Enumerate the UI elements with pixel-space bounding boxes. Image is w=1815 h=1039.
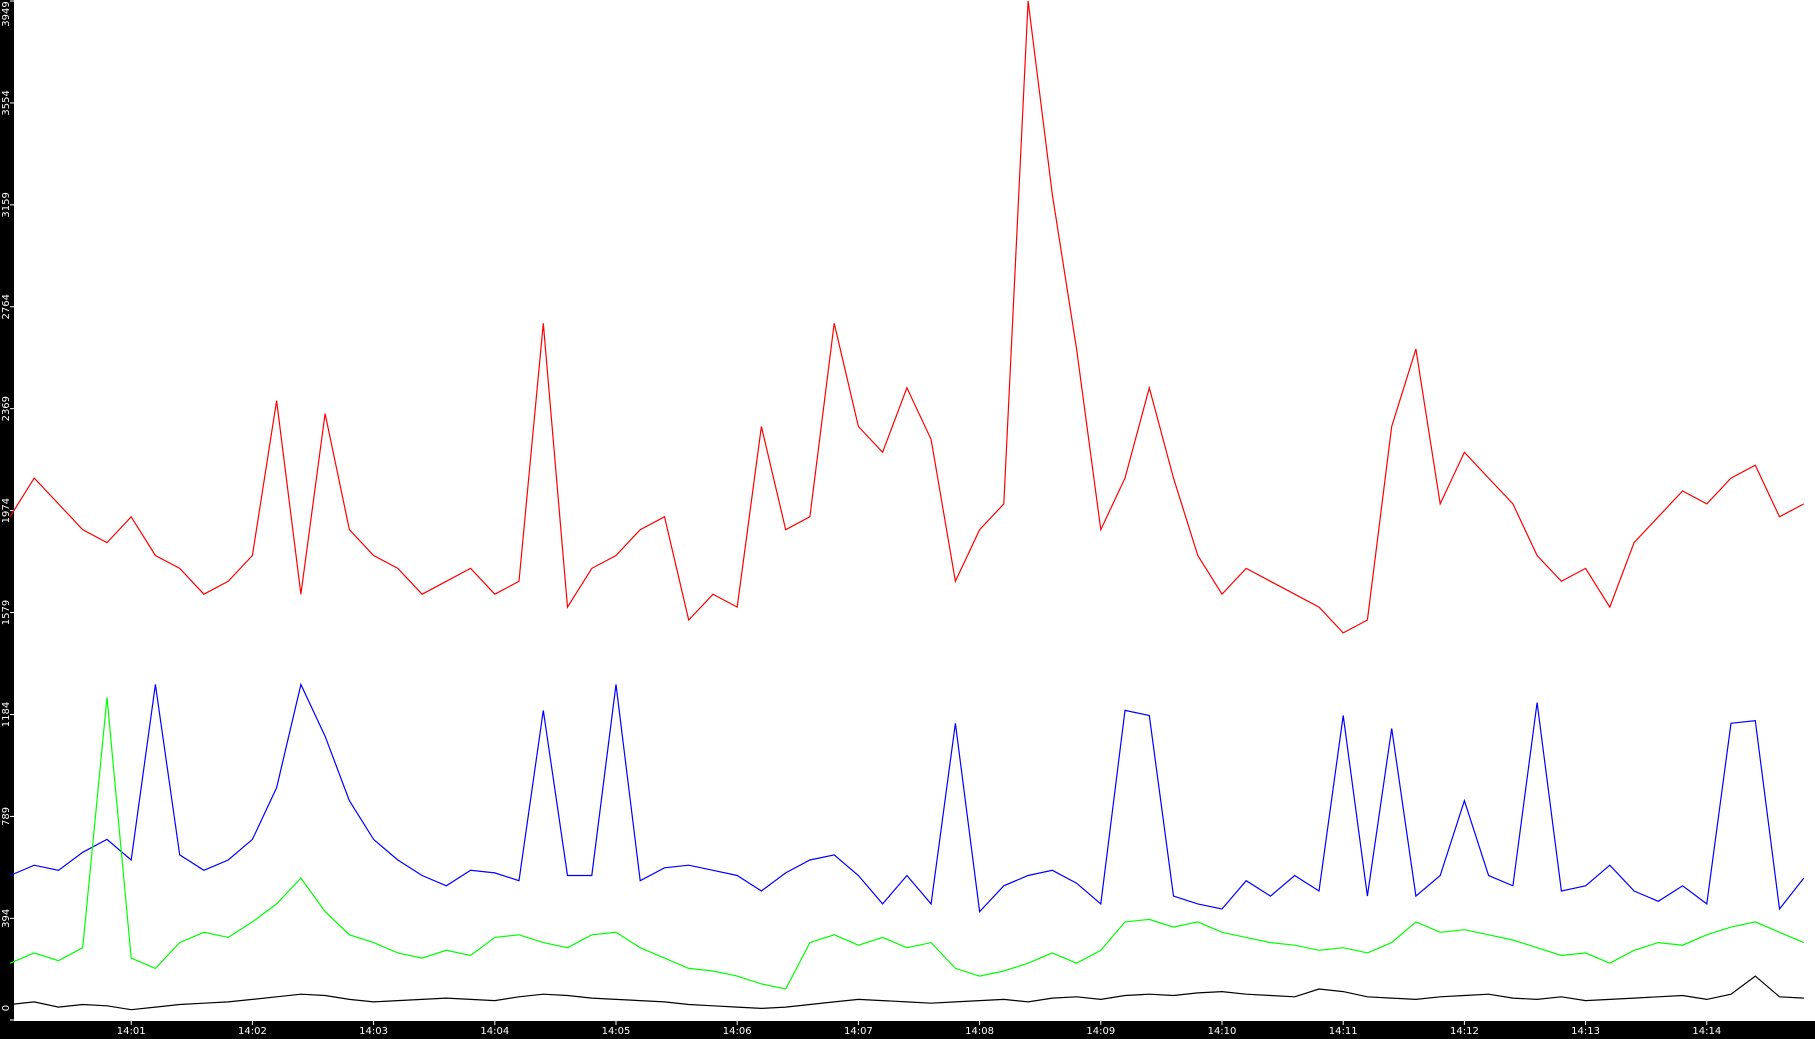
x-tick-label: 14:03 [359, 1026, 388, 1037]
x-tick-label: 14:06 [723, 1026, 752, 1037]
y-tick-label: 2764 [1, 294, 12, 319]
x-tick-label: 14:10 [1208, 1026, 1237, 1037]
y-tick-label: 3554 [1, 90, 12, 115]
y-tick-label: 3159 [1, 192, 12, 217]
x-tick-label: 14:07 [844, 1026, 873, 1037]
y-tick-label: 1184 [1, 702, 12, 727]
x-tick-label: 14:12 [1450, 1026, 1479, 1037]
x-tick-label: 14:02 [238, 1026, 267, 1037]
y-tick-label: 394 [1, 909, 12, 928]
series-line [9, 697, 1805, 990]
x-tick-label: 14:14 [1692, 1026, 1721, 1037]
x-tick-label: 14:05 [602, 1026, 631, 1037]
series-line [9, 975, 1804, 1011]
x-tick-label: 14:09 [1086, 1026, 1115, 1037]
series-line [9, 682, 1805, 913]
y-tick-label: 3949 [1, 1, 12, 26]
series-line [9, 0, 1805, 634]
y-tick-label: 2369 [1, 396, 12, 421]
x-tick-label: 14:11 [1329, 1026, 1358, 1037]
x-tick-label: 14:08 [965, 1026, 994, 1037]
y-tick-label: 0 [1, 1005, 12, 1011]
x-tick-label: 14:01 [117, 1026, 146, 1037]
y-tick-label: 1974 [1, 498, 12, 523]
y-tick-label: 1579 [1, 600, 12, 625]
x-tick-label: 14:13 [1571, 1026, 1600, 1037]
y-tick-label: 789 [1, 807, 12, 826]
x-tick-label: 14:04 [480, 1026, 509, 1037]
x-axis-strip [0, 1021, 1815, 1039]
y-axis-strip [0, 0, 14, 1039]
